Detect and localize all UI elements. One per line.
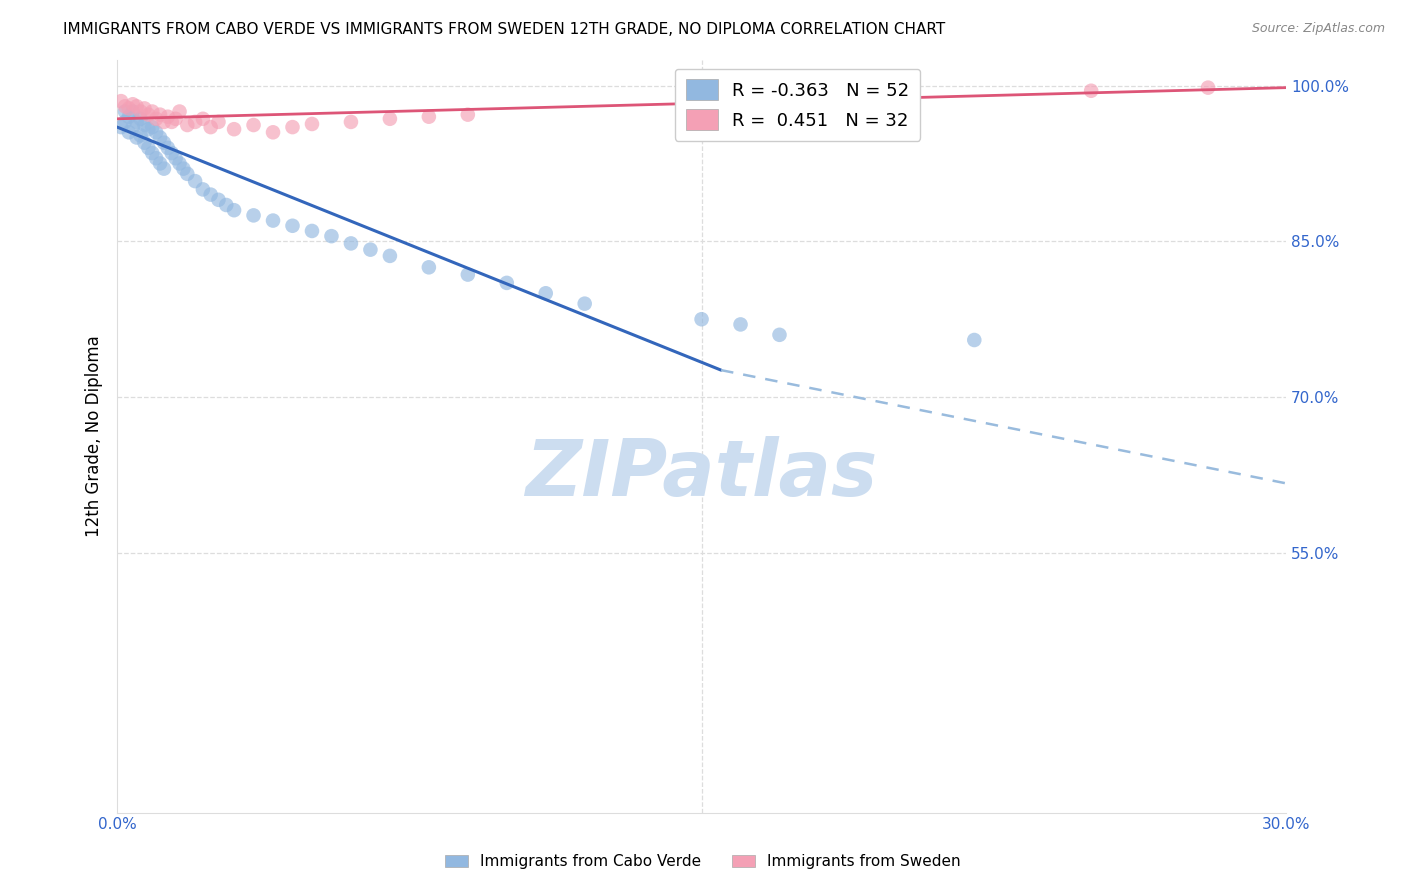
- Point: [134, 102, 156, 116]
- Point: [169, 104, 191, 119]
- Point: [281, 219, 304, 233]
- Point: [1080, 84, 1102, 98]
- Point: [145, 112, 167, 126]
- Point: [184, 115, 207, 129]
- Point: [134, 136, 156, 150]
- Point: [172, 161, 194, 176]
- Point: [378, 112, 401, 126]
- Point: [281, 120, 304, 134]
- Point: [145, 125, 167, 139]
- Point: [534, 286, 557, 301]
- Point: [207, 115, 229, 129]
- Point: [145, 151, 167, 165]
- Point: [141, 146, 163, 161]
- Point: [149, 108, 172, 122]
- Point: [156, 110, 179, 124]
- Text: Source: ZipAtlas.com: Source: ZipAtlas.com: [1251, 22, 1385, 36]
- Point: [176, 118, 198, 132]
- Text: IMMIGRANTS FROM CABO VERDE VS IMMIGRANTS FROM SWEDEN 12TH GRADE, NO DIPLOMA CORR: IMMIGRANTS FROM CABO VERDE VS IMMIGRANTS…: [63, 22, 945, 37]
- Point: [165, 112, 187, 126]
- Point: [690, 312, 713, 326]
- Point: [160, 146, 183, 161]
- Point: [262, 125, 284, 139]
- Point: [153, 136, 176, 150]
- Point: [457, 268, 479, 282]
- Point: [153, 161, 176, 176]
- Point: [340, 115, 363, 129]
- Point: [457, 108, 479, 122]
- Point: [121, 97, 143, 112]
- Point: [156, 141, 179, 155]
- Point: [125, 115, 148, 129]
- Point: [301, 224, 323, 238]
- Point: [301, 117, 323, 131]
- Point: [340, 236, 363, 251]
- Point: [200, 120, 222, 134]
- Point: [191, 182, 214, 196]
- Point: [574, 296, 596, 310]
- Point: [176, 167, 198, 181]
- Point: [200, 187, 222, 202]
- Point: [495, 276, 517, 290]
- Point: [215, 198, 238, 212]
- Point: [138, 122, 160, 136]
- Point: [191, 112, 214, 126]
- Point: [222, 122, 245, 136]
- Point: [165, 151, 187, 165]
- Legend: R = -0.363   N = 52, R =  0.451   N = 32: R = -0.363 N = 52, R = 0.451 N = 32: [675, 69, 921, 141]
- Point: [242, 208, 264, 222]
- Point: [153, 115, 176, 129]
- Point: [125, 130, 148, 145]
- Point: [418, 260, 440, 275]
- Point: [118, 110, 141, 124]
- Point: [114, 104, 136, 119]
- Legend: Immigrants from Cabo Verde, Immigrants from Sweden: Immigrants from Cabo Verde, Immigrants f…: [439, 848, 967, 875]
- Point: [114, 115, 136, 129]
- Point: [768, 327, 790, 342]
- Point: [114, 99, 136, 113]
- Point: [118, 102, 141, 116]
- Point: [184, 174, 207, 188]
- Point: [129, 128, 152, 143]
- Point: [207, 193, 229, 207]
- Point: [149, 130, 172, 145]
- Point: [118, 125, 141, 139]
- Point: [141, 104, 163, 119]
- Point: [110, 94, 132, 108]
- Point: [1197, 80, 1219, 95]
- Point: [378, 249, 401, 263]
- Point: [160, 115, 183, 129]
- Point: [149, 156, 172, 170]
- Point: [121, 120, 143, 134]
- Point: [730, 318, 752, 332]
- Point: [222, 203, 245, 218]
- Point: [321, 229, 343, 244]
- Point: [242, 118, 264, 132]
- Text: ZIPatlas: ZIPatlas: [526, 435, 877, 512]
- Point: [963, 333, 986, 347]
- Point: [138, 108, 160, 122]
- Point: [121, 104, 143, 119]
- Point: [138, 141, 160, 155]
- Point: [125, 99, 148, 113]
- Point: [110, 120, 132, 134]
- Point: [262, 213, 284, 227]
- Point: [141, 120, 163, 134]
- Point: [418, 110, 440, 124]
- Point: [129, 112, 152, 126]
- Point: [134, 118, 156, 132]
- Y-axis label: 12th Grade, No Diploma: 12th Grade, No Diploma: [86, 335, 103, 537]
- Point: [129, 104, 152, 119]
- Point: [169, 156, 191, 170]
- Point: [359, 243, 381, 257]
